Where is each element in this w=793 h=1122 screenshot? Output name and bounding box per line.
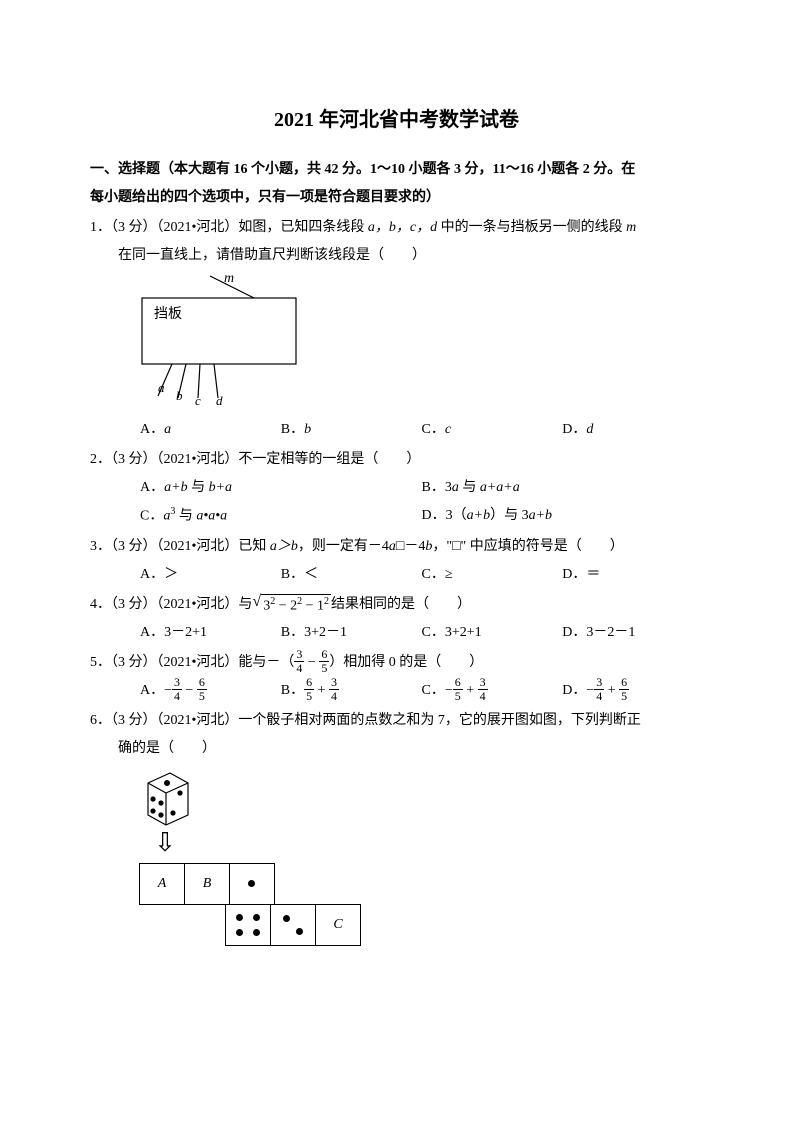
- q6-stem-line2: 确的是（ ）: [90, 735, 703, 763]
- q5-pre: 5．（3 分）（2021•河北）能与－（: [90, 655, 294, 670]
- q3-post: ，则一定有－4a□－4b，"□" 中应填的符号是（ ）: [298, 539, 624, 554]
- q5-minus: −: [308, 655, 316, 670]
- q4-options: A．3－2+1 B．3+2－1 C．3+2+1 D．3－2－1: [90, 619, 703, 647]
- frac-3-4: 34: [294, 648, 304, 674]
- q3-mid: a＞b: [270, 539, 298, 554]
- dice-net: A B C: [140, 864, 703, 946]
- net-cell-1dot: [229, 863, 275, 905]
- question-6: 6．（3 分）（2021•河北）一个骰子相对两面的点数之和为 7，它的展开图如图…: [90, 707, 703, 946]
- svg-text:b: b: [176, 388, 183, 403]
- q2-opt-a: A．a+b 与 b+a: [140, 474, 422, 502]
- die-icon: [140, 769, 190, 827]
- q3-opt-a: A．＞: [140, 561, 281, 589]
- question-1: 1．（3 分）（2021•河北）如图，已知四条线段 a，b，c，d 中的一条与挡…: [90, 214, 703, 444]
- q3-options: A．＞ B．＜ C．≥ D．＝: [90, 561, 703, 589]
- net-cell-2dots: [270, 904, 316, 946]
- section-header-line2: 每小题给出的四个选项中，只有一项是符合题目要求的）: [90, 190, 440, 205]
- down-arrow-icon: ⇩: [140, 827, 190, 858]
- q5-options: A．−34 − 65 B．65 + 34 C．−65 + 34 D．−34 + …: [90, 677, 703, 705]
- q1-vars: a，b，c，d: [368, 220, 437, 235]
- frac-6-5: 65: [319, 648, 329, 674]
- q1-prefix: 1．（3 分）（2021•河北）如图，已知四条线段: [90, 220, 368, 235]
- q4-opt-a: A．3－2+1: [140, 619, 281, 647]
- q4-stem: 4．（3 分）（2021•河北）与√32 − 22 − 12结果相同的是（ ）: [90, 591, 703, 619]
- question-3: 3．（3 分）（2021•河北）已知 a＞b，则一定有－4a□－4b，"□" 中…: [90, 533, 703, 589]
- q2-options-row2: C．a3 与 a•a•a D．3（a+b）与 3a+b: [90, 502, 703, 531]
- svg-text:c: c: [195, 393, 201, 408]
- q6-diagram: ⇩ A B C: [140, 769, 703, 946]
- net-cell-c: C: [315, 904, 361, 946]
- q3-stem: 3．（3 分）（2021•河北）已知 a＞b，则一定有－4a□－4b，"□" 中…: [90, 533, 703, 561]
- question-2: 2．（3 分）（2021•河北）不一定相等的一组是（ ） A．a+b 与 b+a…: [90, 446, 703, 531]
- q6-stem-line1: 6．（3 分）（2021•河北）一个骰子相对两面的点数之和为 7，它的展开图如图…: [90, 707, 703, 735]
- q4-pre: 4．（3 分）（2021•河北）与: [90, 597, 252, 612]
- svg-text:a: a: [158, 380, 165, 395]
- question-5: 5．（3 分）（2021•河北）能与－（34 − 65）相加得 0 的是（ ） …: [90, 649, 703, 705]
- q5-opt-d: D．−34 + 65: [562, 677, 703, 705]
- q1-opt-a: A．a: [140, 416, 281, 444]
- page-title: 2021 年河北省中考数学试卷: [90, 100, 703, 140]
- question-4: 4．（3 分）（2021•河北）与√32 − 22 − 12结果相同的是（ ） …: [90, 591, 703, 647]
- q1-m: m: [626, 220, 636, 235]
- q4-opt-d: D．3－2－1: [562, 619, 703, 647]
- q4-opt-b: B．3+2－1: [281, 619, 422, 647]
- q1-opt-d: D．d: [562, 416, 703, 444]
- q2-stem: 2．（3 分）（2021•河北）不一定相等的一组是（ ）: [90, 446, 703, 474]
- svg-text:d: d: [216, 393, 223, 408]
- q4-post: 结果相同的是（ ）: [331, 597, 471, 612]
- q2-opt-c: C．a3 与 a•a•a: [140, 502, 422, 531]
- q1-mid: 中的一条与挡板另一侧的线段: [437, 220, 626, 235]
- exam-page: 2021 年河北省中考数学试卷 一、选择题（本大题有 16 个小题，共 42 分…: [0, 0, 793, 1006]
- net-cell-a: A: [139, 863, 185, 905]
- q4-opt-c: C．3+2+1: [422, 619, 563, 647]
- q2-opt-d: D．3（a+b）与 3a+b: [422, 502, 704, 531]
- q5-opt-c: C．−65 + 34: [422, 677, 563, 705]
- section-header-line1: 一、选择题（本大题有 16 个小题，共 42 分。1～10 小题各 3 分，11…: [90, 162, 635, 177]
- net-cell-b: B: [184, 863, 230, 905]
- q5-opt-b: B．65 + 34: [281, 677, 422, 705]
- q1-opt-c: C．c: [422, 416, 563, 444]
- q1-options: A．a B．b C．c D．d: [90, 416, 703, 444]
- net-cell-4dots: [225, 904, 271, 946]
- q1-stem: 1．（3 分）（2021•河北）如图，已知四条线段 a，b，c，d 中的一条与挡…: [90, 214, 703, 242]
- q3-opt-c: C．≥: [422, 561, 563, 589]
- section-header: 一、选择题（本大题有 16 个小题，共 42 分。1～10 小题各 3 分，11…: [90, 156, 703, 212]
- diag-m-label: m: [224, 274, 234, 286]
- q5-stem: 5．（3 分）（2021•河北）能与－（34 − 65）相加得 0 的是（ ）: [90, 649, 703, 677]
- q3-opt-d: D．＝: [562, 561, 703, 589]
- q1-line2: 在同一直线上，请借助直尺判断该线段是（ ）: [90, 242, 703, 270]
- q5-post: ）相加得 0 的是（ ）: [329, 655, 483, 670]
- q3-opt-b: B．＜: [281, 561, 422, 589]
- q1-diagram: m 挡板 a b c d: [140, 274, 316, 412]
- q5-opt-a: A．−34 − 65: [140, 677, 281, 705]
- q2-options-row1: A．a+b 与 b+a B．3a 与 a+a+a: [90, 474, 703, 502]
- diag-board-label: 挡板: [154, 306, 182, 322]
- sqrt-icon: √32 − 22 − 12: [252, 594, 331, 616]
- q1-opt-b: B．b: [281, 416, 422, 444]
- q3-pre: 3．（3 分）（2021•河北）已知: [90, 539, 270, 554]
- q2-opt-b: B．3a 与 a+a+a: [422, 474, 704, 502]
